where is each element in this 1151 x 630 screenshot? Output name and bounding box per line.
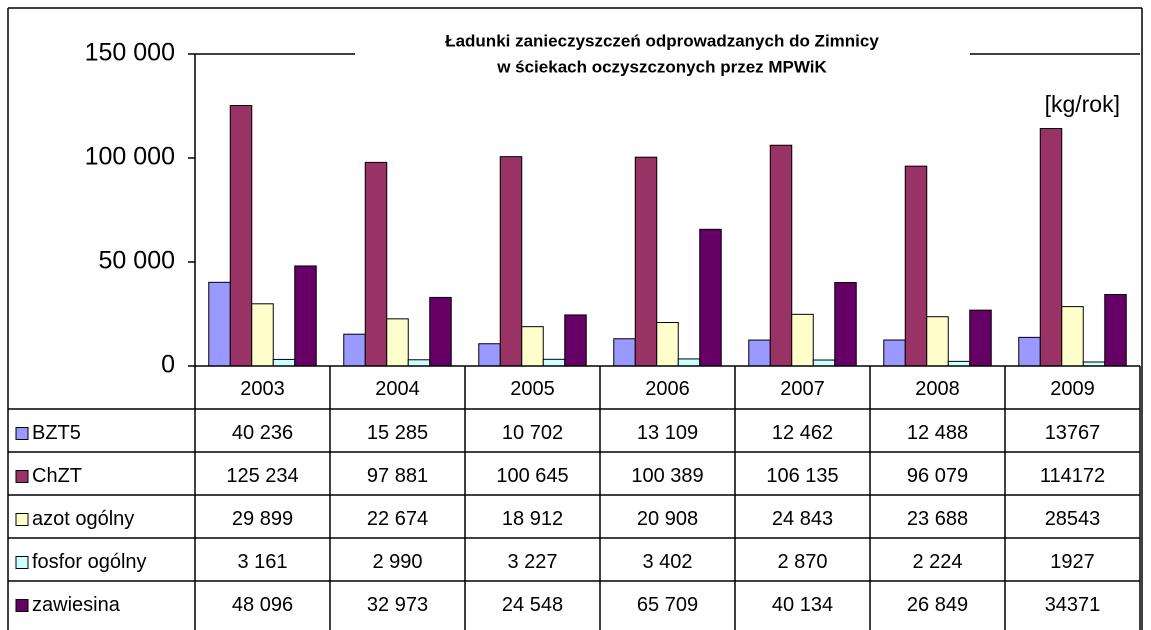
table-value: 48 096 xyxy=(232,594,293,616)
table-value: 18 912 xyxy=(502,508,563,530)
table-value: 24 548 xyxy=(502,594,563,616)
x-tick-label: 2007 xyxy=(780,378,825,400)
bar xyxy=(251,303,274,367)
bar xyxy=(969,309,992,367)
legend-swatch xyxy=(15,599,29,612)
table-value: 2 870 xyxy=(777,551,827,573)
bar xyxy=(613,338,636,367)
table-value: 2 990 xyxy=(372,551,422,573)
bar xyxy=(656,322,679,367)
bar xyxy=(904,165,928,367)
x-tick-label: 2003 xyxy=(240,378,285,400)
table-value: 40 236 xyxy=(232,422,293,444)
bar xyxy=(634,156,658,367)
y-tick-label: 0 xyxy=(161,351,175,379)
bar xyxy=(521,326,544,367)
bar xyxy=(208,281,231,367)
table-value: 15 285 xyxy=(367,422,428,444)
bar xyxy=(1018,336,1041,367)
bar xyxy=(478,343,501,367)
chart-title: w ściekach oczyszczonych przez MPWiK xyxy=(496,57,827,76)
unit-label: [kg/rok] xyxy=(1045,91,1120,117)
legend-swatch xyxy=(15,513,29,526)
table-value: 12 462 xyxy=(772,422,833,444)
bar xyxy=(677,358,701,367)
bar xyxy=(429,296,452,367)
legend-label: zawiesina xyxy=(32,594,121,616)
bar xyxy=(542,358,566,367)
x-tick-label: 2006 xyxy=(645,378,690,400)
table-value: 96 079 xyxy=(907,465,968,487)
table-value: 3 227 xyxy=(507,551,557,573)
table-value: 106 135 xyxy=(766,465,838,487)
table-value: 13 109 xyxy=(637,422,698,444)
bar xyxy=(812,359,836,367)
legend-swatch xyxy=(15,470,29,483)
table-value: 28543 xyxy=(1045,508,1101,530)
legend-swatch xyxy=(15,556,29,569)
table-value: 125 234 xyxy=(226,465,298,487)
table-value: 23 688 xyxy=(907,508,968,530)
y-tick-label: 100 000 xyxy=(85,143,175,171)
table-value: 22 674 xyxy=(367,508,428,530)
legend-label: fosfor ogólny xyxy=(32,551,147,573)
bar xyxy=(883,339,906,367)
bar xyxy=(294,265,317,367)
bar xyxy=(791,313,814,367)
legend-label: azot ogólny xyxy=(32,508,134,530)
table-value: 10 702 xyxy=(502,422,563,444)
bar xyxy=(407,359,431,367)
chart-title: Ładunki zanieczyszczeń odprowadzanych do… xyxy=(445,31,879,50)
table-value: 3 402 xyxy=(642,551,692,573)
bar xyxy=(499,156,523,367)
x-tick-label: 2008 xyxy=(915,378,960,400)
x-tick-label: 2005 xyxy=(510,378,555,400)
y-tick-label: 150 000 xyxy=(85,39,175,67)
table-value: 114172 xyxy=(1040,465,1105,487)
title-box xyxy=(355,24,970,86)
bar xyxy=(1104,294,1127,367)
bar xyxy=(564,314,587,367)
bar xyxy=(229,105,253,367)
bar xyxy=(926,316,949,367)
x-tick-label: 2009 xyxy=(1050,378,1095,400)
bar xyxy=(272,358,296,367)
table-value: 32 973 xyxy=(367,594,428,616)
x-tick-label: 2004 xyxy=(375,378,420,400)
table-value: 2 224 xyxy=(912,551,962,573)
table-value: 13767 xyxy=(1045,422,1101,444)
table-value: 20 908 xyxy=(637,508,698,530)
table-value: 29 899 xyxy=(232,508,293,530)
table-value: 40 134 xyxy=(772,594,833,616)
bar xyxy=(1061,306,1084,367)
legend-label: ChZT xyxy=(32,465,82,487)
table-value: 24 843 xyxy=(772,508,833,530)
bar xyxy=(386,318,409,367)
table-value: 97 881 xyxy=(367,465,428,487)
bar xyxy=(699,228,722,367)
legend-label: BZT5 xyxy=(32,422,81,444)
bar xyxy=(748,339,771,367)
bar xyxy=(343,333,366,367)
table-value: 3 161 xyxy=(237,551,287,573)
table-value: 1927 xyxy=(1050,551,1095,573)
bar xyxy=(769,144,793,367)
legend-swatch xyxy=(15,427,29,440)
bar xyxy=(1039,128,1063,367)
table-value: 100 645 xyxy=(496,465,568,487)
bar xyxy=(834,282,857,367)
table-value: 12 488 xyxy=(907,422,968,444)
table-value: 65 709 xyxy=(637,594,698,616)
table-value: 100 389 xyxy=(631,465,703,487)
table-value: 34371 xyxy=(1045,594,1101,616)
table-value: 26 849 xyxy=(907,594,968,616)
y-tick-label: 50 000 xyxy=(99,247,175,275)
bar xyxy=(364,161,388,367)
